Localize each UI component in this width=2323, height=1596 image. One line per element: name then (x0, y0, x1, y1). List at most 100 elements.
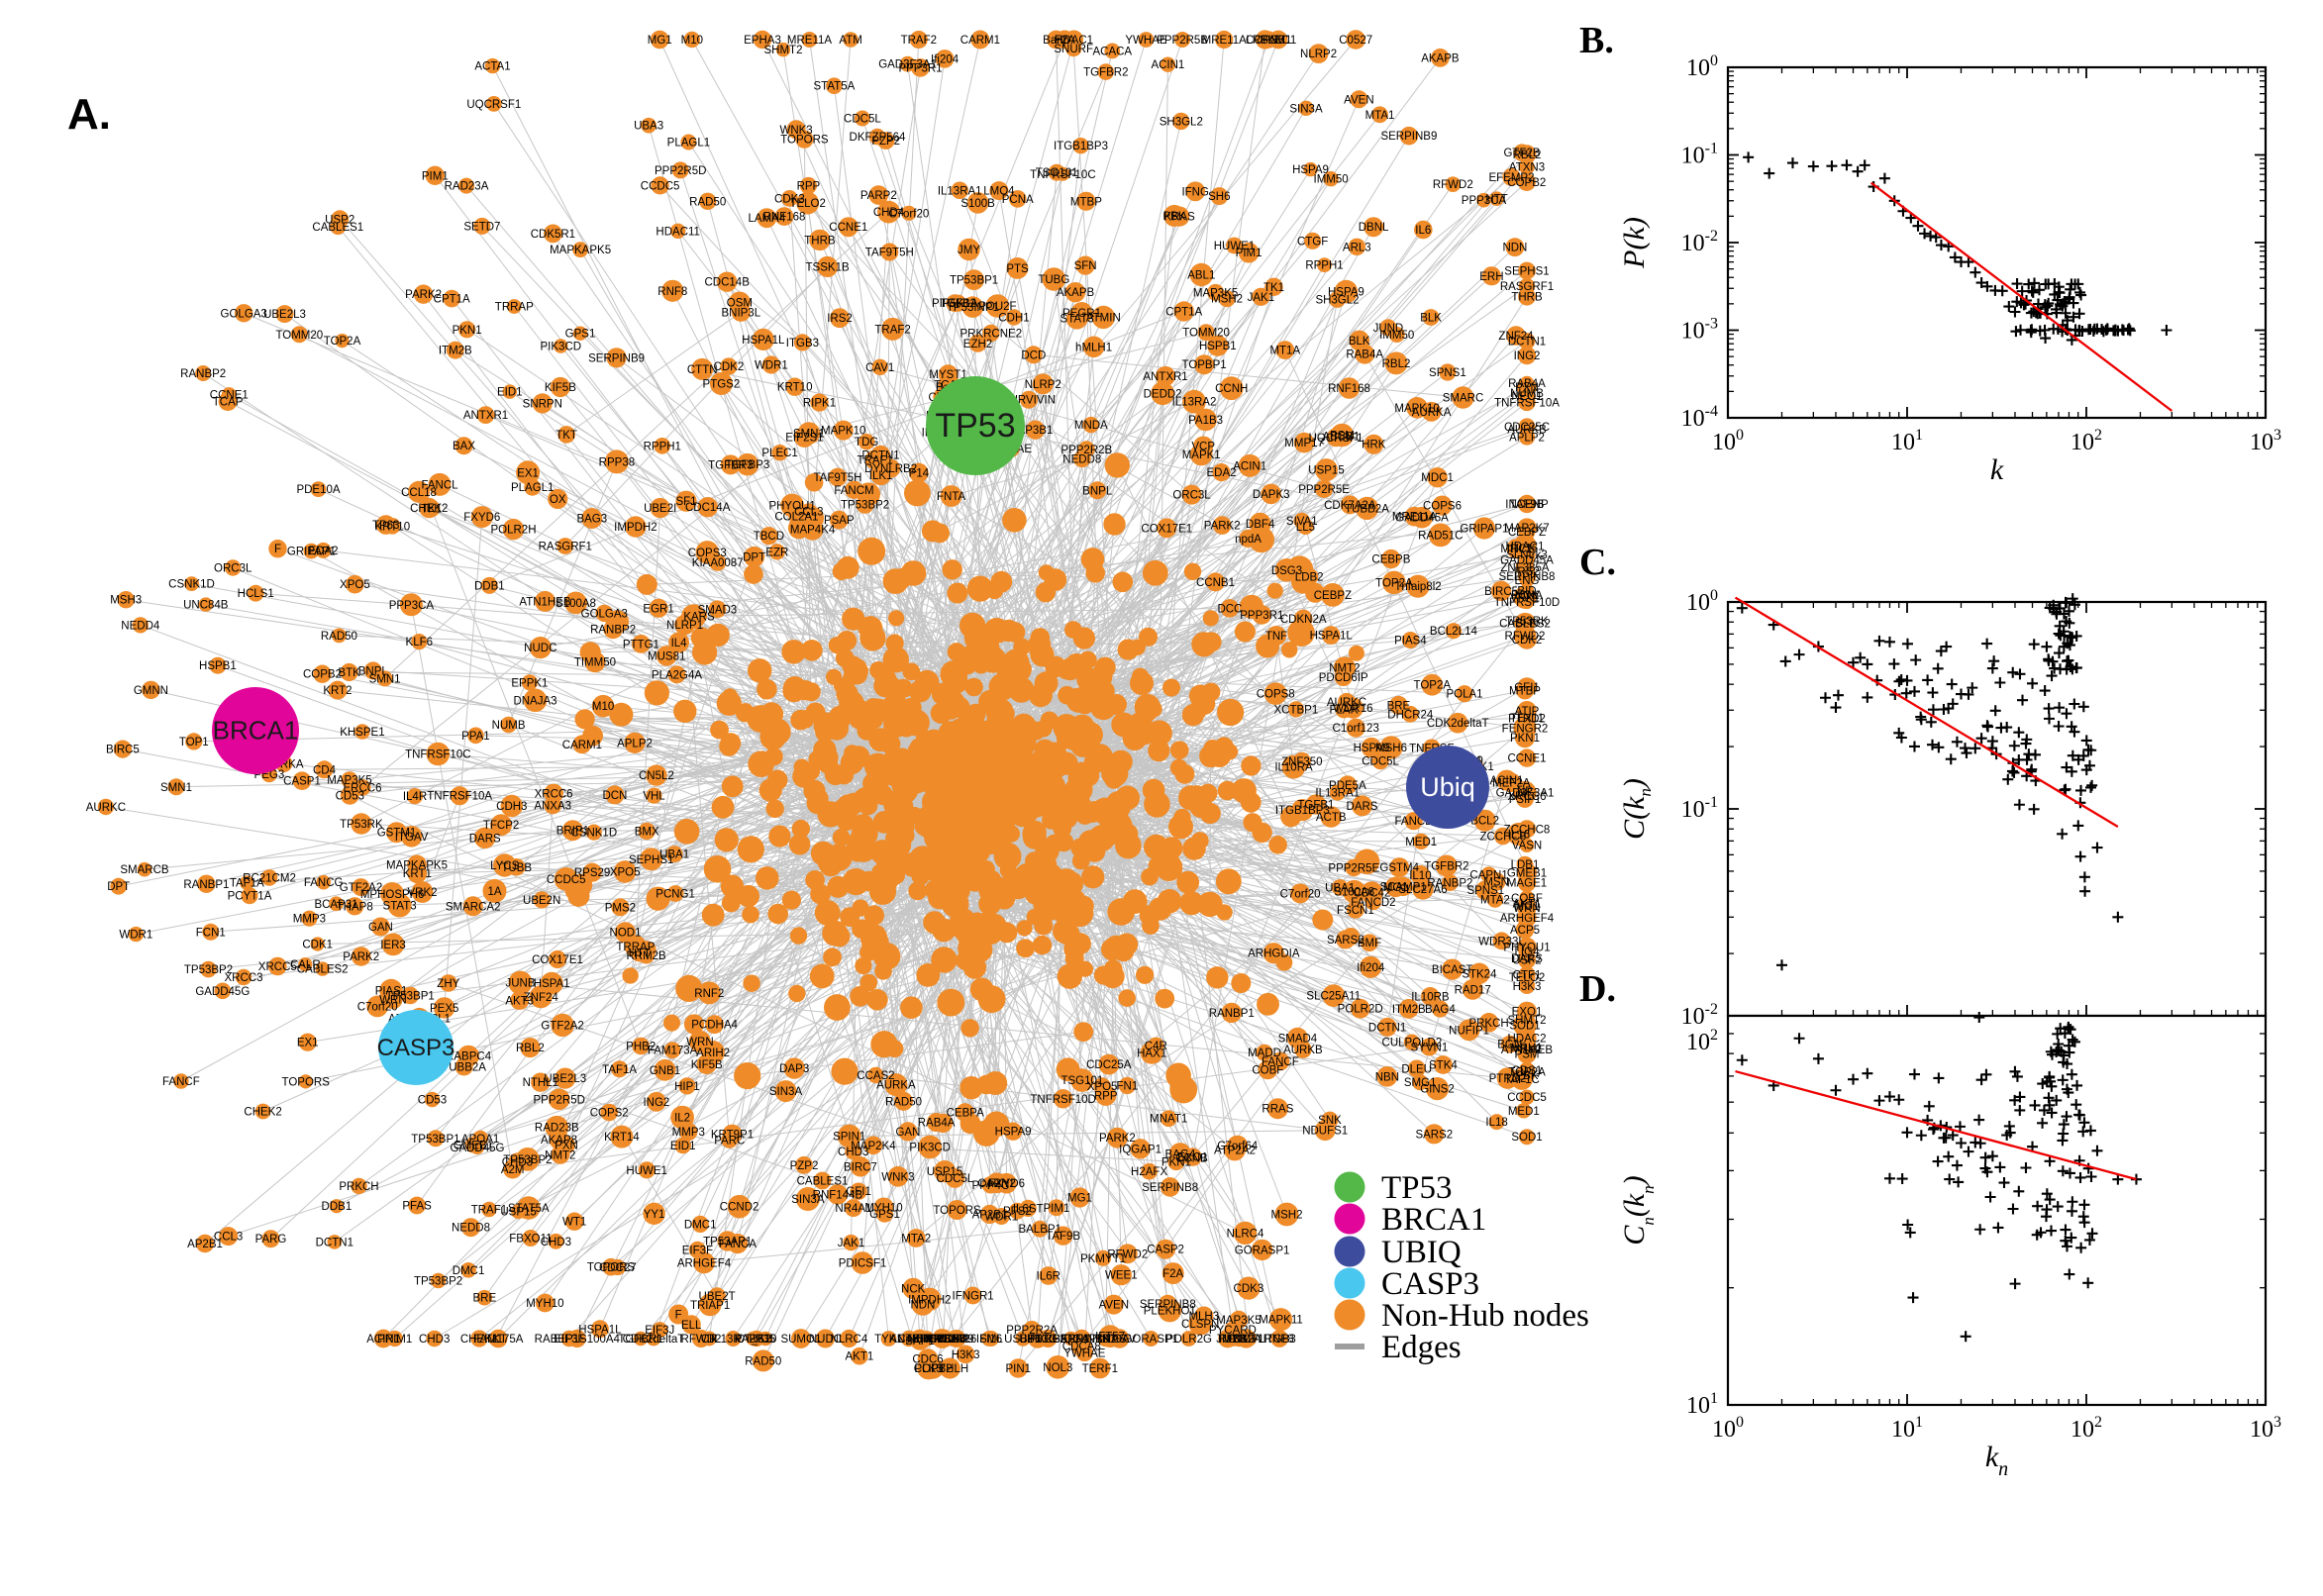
svg-text:CDH3: CDH3 (496, 801, 527, 813)
svg-text:NDUFS1: NDUFS1 (1302, 1126, 1348, 1138)
svg-text:DCC: DCC (1217, 603, 1242, 615)
svg-text:IER3: IER3 (380, 940, 406, 951)
svg-text:UBA1: UBA1 (1325, 882, 1355, 894)
svg-text:IL6: IL6 (1415, 225, 1431, 237)
svg-text:OSM: OSM (727, 298, 753, 310)
svg-text:PPA1: PPA1 (461, 731, 490, 743)
svg-text:PKMYT1: PKMYT1 (1080, 1253, 1126, 1265)
svg-text:PLEC1: PLEC1 (761, 448, 797, 459)
svg-text:MED1: MED1 (1405, 837, 1437, 848)
svg-text:PPP2R5E: PPP2R5E (1298, 484, 1350, 496)
svg-text:AKT1: AKT1 (846, 1351, 874, 1363)
svg-text:HSPA1: HSPA1 (534, 978, 570, 990)
svg-text:SOD1: SOD1 (1511, 1132, 1542, 1144)
svg-text:SPNS1: SPNS1 (1429, 367, 1466, 379)
svg-text:MTA1: MTA1 (1365, 110, 1395, 122)
svg-text:HUWE1: HUWE1 (626, 1165, 667, 1177)
svg-text:KIF5B: KIF5B (545, 382, 576, 394)
svg-text:CHEK2: CHEK2 (410, 503, 448, 515)
svg-text:MAPK10: MAPK10 (821, 426, 865, 438)
svg-text:RBL2: RBL2 (1513, 150, 1542, 161)
svg-text:COPS2: COPS2 (590, 1108, 629, 1120)
svg-text:COL2A1: COL2A1 (774, 511, 818, 523)
svg-text:Ifi204: Ifi204 (931, 53, 960, 65)
svg-text:KRT14: KRT14 (604, 1132, 640, 1144)
svg-text:ANTXR1: ANTXR1 (1143, 371, 1187, 383)
svg-text:FANCM: FANCM (834, 485, 873, 497)
svg-text:NLRP2: NLRP2 (1025, 379, 1061, 391)
svg-text:TNFRSF10C: TNFRSF10C (1030, 169, 1095, 181)
svg-text:CASP2: CASP2 (1147, 1245, 1184, 1256)
svg-text:MMP3: MMP3 (293, 914, 326, 926)
svg-text:TOPBP1: TOPBP1 (1182, 359, 1227, 371)
svg-text:BMF: BMF (1358, 938, 1381, 949)
svg-text:CDH1: CDH1 (998, 313, 1029, 325)
svg-text:PZP2: PZP2 (871, 136, 900, 148)
svg-text:EDA2: EDA2 (1206, 467, 1236, 479)
svg-text:JMY: JMY (1216, 1334, 1239, 1346)
svg-text:GADD45G: GADD45G (451, 1143, 505, 1154)
svg-text:STAT3: STAT3 (383, 901, 417, 913)
svg-text:MNDA: MNDA (1074, 420, 1108, 432)
svg-text:F: F (274, 544, 281, 555)
svg-text:MSN: MSN (1483, 877, 1509, 889)
svg-text:SEPHS1: SEPHS1 (1504, 266, 1549, 278)
svg-text:RPP: RPP (797, 181, 821, 193)
svg-text:SIVA1: SIVA1 (1286, 516, 1318, 528)
svg-text:HRK: HRK (1362, 440, 1386, 451)
svg-text:STK4: STK4 (1429, 1060, 1458, 1072)
svg-text:LDB2: LDB2 (1295, 572, 1324, 584)
svg-text:GOLGA3: GOLGA3 (221, 308, 267, 320)
svg-text:MDC1: MDC1 (1421, 472, 1454, 484)
svg-text:TNFRSF10D: TNFRSF10D (1030, 1094, 1095, 1106)
svg-text:TGFB1: TGFB1 (1297, 800, 1334, 812)
svg-text:KIF5B: KIF5B (691, 1059, 723, 1071)
svg-text:DARS: DARS (469, 833, 501, 845)
svg-text:CDK2deltaT: CDK2deltaT (1427, 718, 1489, 730)
svg-text:CARM1: CARM1 (562, 740, 602, 751)
svg-text:H3K3: H3K3 (952, 1349, 980, 1361)
svg-text:JUND: JUND (1373, 323, 1404, 335)
svg-text:IL18: IL18 (1485, 1117, 1507, 1129)
svg-text:ARIH2: ARIH2 (696, 1047, 730, 1059)
svg-text:NTHL1: NTHL1 (523, 1077, 558, 1089)
svg-text:PARK2: PARK2 (735, 1334, 771, 1346)
svg-text:BCAP31: BCAP31 (314, 899, 357, 911)
svg-text:RPPH1: RPPH1 (644, 441, 681, 452)
svg-text:CHD3: CHD3 (541, 1237, 571, 1248)
svg-text:Edges: Edges (1381, 1330, 1462, 1365)
svg-text:H3K3: H3K3 (1513, 981, 1542, 993)
svg-text:TRRAP: TRRAP (495, 302, 534, 314)
svg-text:ANXA3: ANXA3 (534, 801, 571, 813)
svg-text:IMPDH2: IMPDH2 (908, 1294, 951, 1306)
svg-text:ACIN1: ACIN1 (1151, 59, 1184, 71)
svg-text:RPP38: RPP38 (599, 456, 635, 468)
svg-text:NUMB: NUMB (492, 720, 526, 732)
svg-text:MRE11A: MRE11A (1202, 35, 1247, 47)
svg-text:ARL3: ARL3 (1343, 242, 1371, 253)
svg-text:PDCD6IP: PDCD6IP (921, 1334, 970, 1346)
svg-text:PPP3CA: PPP3CA (1462, 195, 1507, 207)
svg-text:NUFIP1: NUFIP1 (1449, 1025, 1489, 1037)
svg-text:MRE11A: MRE11A (1392, 512, 1437, 524)
svg-text:HIP1: HIP1 (674, 1081, 700, 1093)
svg-text:AURKA: AURKA (876, 1080, 916, 1092)
svg-text:VASN: VASN (1512, 841, 1542, 852)
svg-text:ING2: ING2 (643, 1097, 669, 1109)
svg-text:ACACA: ACACA (1092, 46, 1132, 57)
svg-text:DDB1: DDB1 (322, 1201, 353, 1213)
svg-text:ACP5: ACP5 (1510, 925, 1540, 937)
svg-text:EX1: EX1 (297, 1038, 319, 1049)
svg-text:MNAT1: MNAT1 (1150, 1114, 1187, 1126)
svg-text:ARHGDIA: ARHGDIA (1248, 948, 1300, 960)
svg-text:CEBPZ: CEBPZ (1314, 590, 1352, 602)
svg-text:RNF8: RNF8 (657, 286, 687, 298)
svg-text:ACIN1: ACIN1 (366, 1334, 400, 1346)
svg-text:UBE2I: UBE2I (644, 503, 676, 515)
svg-text:MG1: MG1 (1067, 1193, 1092, 1205)
svg-text:IL10: IL10 (1409, 870, 1431, 882)
svg-text:SMARCA2: SMARCA2 (446, 901, 501, 913)
svg-text:MSH2: MSH2 (1271, 1210, 1303, 1222)
svg-text:FNTA: FNTA (937, 491, 966, 503)
svg-text:CD53: CD53 (418, 1095, 447, 1107)
